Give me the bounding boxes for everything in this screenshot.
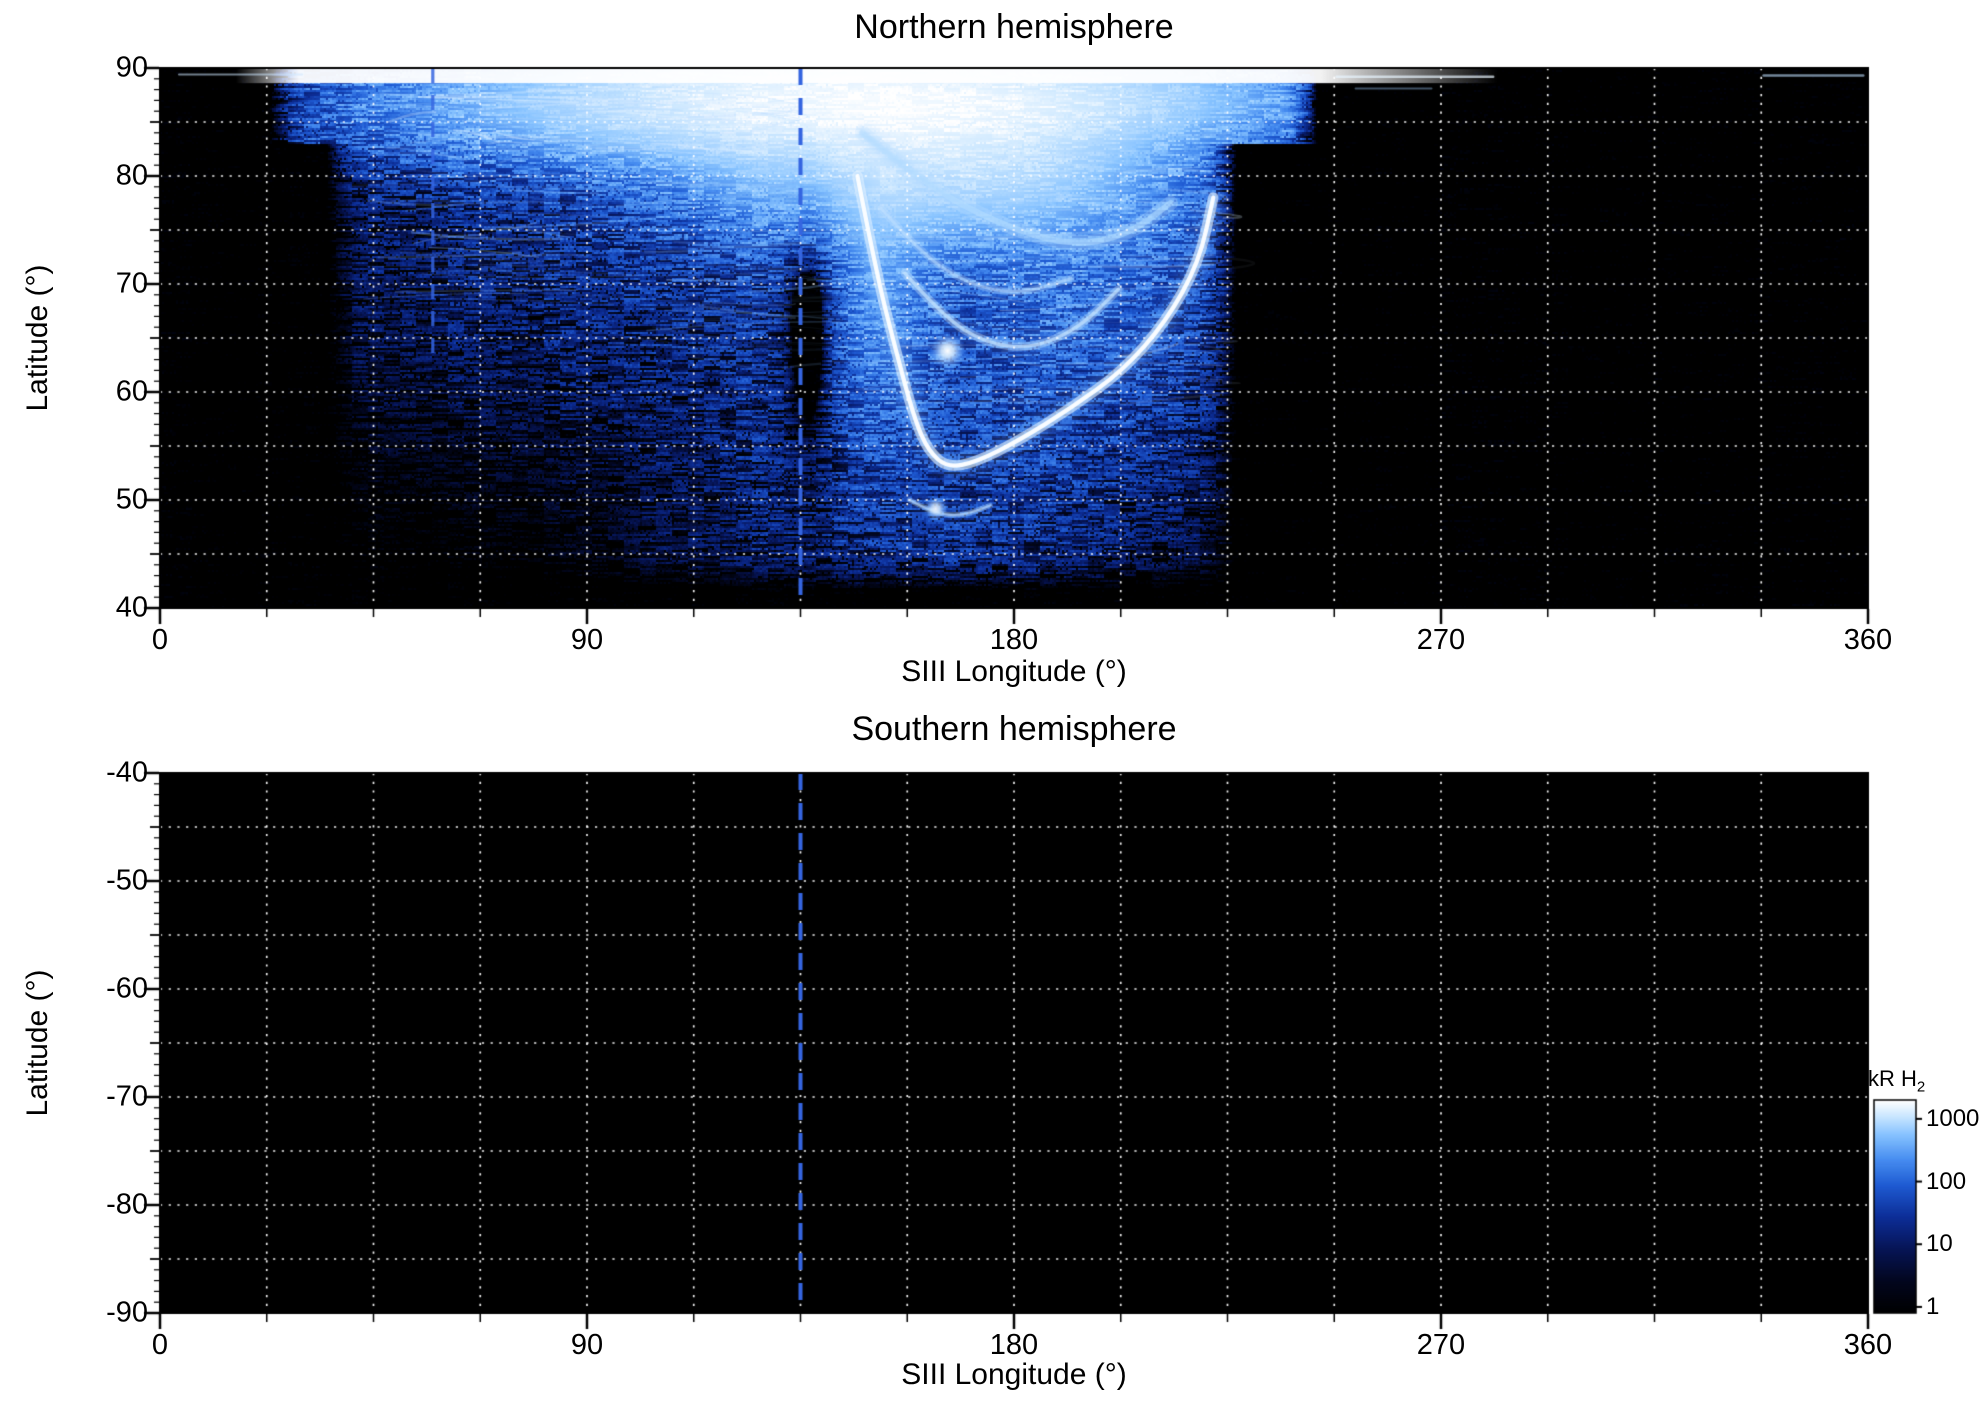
south-xtick-label-360: 360 <box>1843 1329 1893 1361</box>
north-ytick-label-50: 50 <box>115 483 148 516</box>
colorbar-unit-sub: 2 <box>1916 1078 1926 1096</box>
colorbar-unit-main: kR H <box>1868 1066 1917 1091</box>
south-yaxis-label: Latitude (°) <box>21 969 54 1117</box>
north-ytick-label-70: 70 <box>115 267 148 300</box>
north-panel-title: Northern hemisphere <box>854 8 1174 46</box>
north-ytick-label-80: 80 <box>115 159 148 192</box>
north-ytick-label-40: 40 <box>115 591 148 624</box>
south-ytick-label--90: -90 <box>106 1296 148 1329</box>
colorbar-tick-label-100: 100 <box>1926 1167 1967 1195</box>
south-ytick-label--60: -60 <box>106 972 148 1005</box>
north-xtick-label-180: 180 <box>989 624 1039 656</box>
north-xtick-label-90: 90 <box>570 624 604 656</box>
south-ytick-label--70: -70 <box>106 1080 148 1113</box>
south-xtick-label-270: 270 <box>1416 1329 1466 1361</box>
colorbar-tick-label-10: 10 <box>1926 1230 1953 1258</box>
colorbar-tick-label-1000: 1000 <box>1926 1104 1980 1132</box>
north-xtick-label-270: 270 <box>1416 624 1466 656</box>
south-xtick-label-180: 180 <box>989 1329 1039 1361</box>
colorbar-unit-label: kR H2 <box>1868 1066 1925 1095</box>
north-yaxis-label: Latitude (°) <box>21 264 54 412</box>
north-xtick-label-360: 360 <box>1843 624 1893 656</box>
north-ytick-label-90: 90 <box>115 51 148 84</box>
south-ytick-label--40: -40 <box>106 756 148 789</box>
colorbar-tick-label-1: 1 <box>1926 1292 1940 1320</box>
south-xaxis-label: SIII Longitude (°) <box>901 1358 1127 1391</box>
south-xtick-label-90: 90 <box>570 1329 604 1361</box>
south-ytick-label--50: -50 <box>106 864 148 897</box>
south-ytick-label--80: -80 <box>106 1188 148 1221</box>
south-panel-title: Southern hemisphere <box>851 710 1177 748</box>
north-ytick-label-60: 60 <box>115 375 148 408</box>
north-xaxis-label: SIII Longitude (°) <box>901 655 1127 688</box>
south-xtick-label-0: 0 <box>151 1329 169 1361</box>
north-xtick-label-0: 0 <box>151 624 169 656</box>
